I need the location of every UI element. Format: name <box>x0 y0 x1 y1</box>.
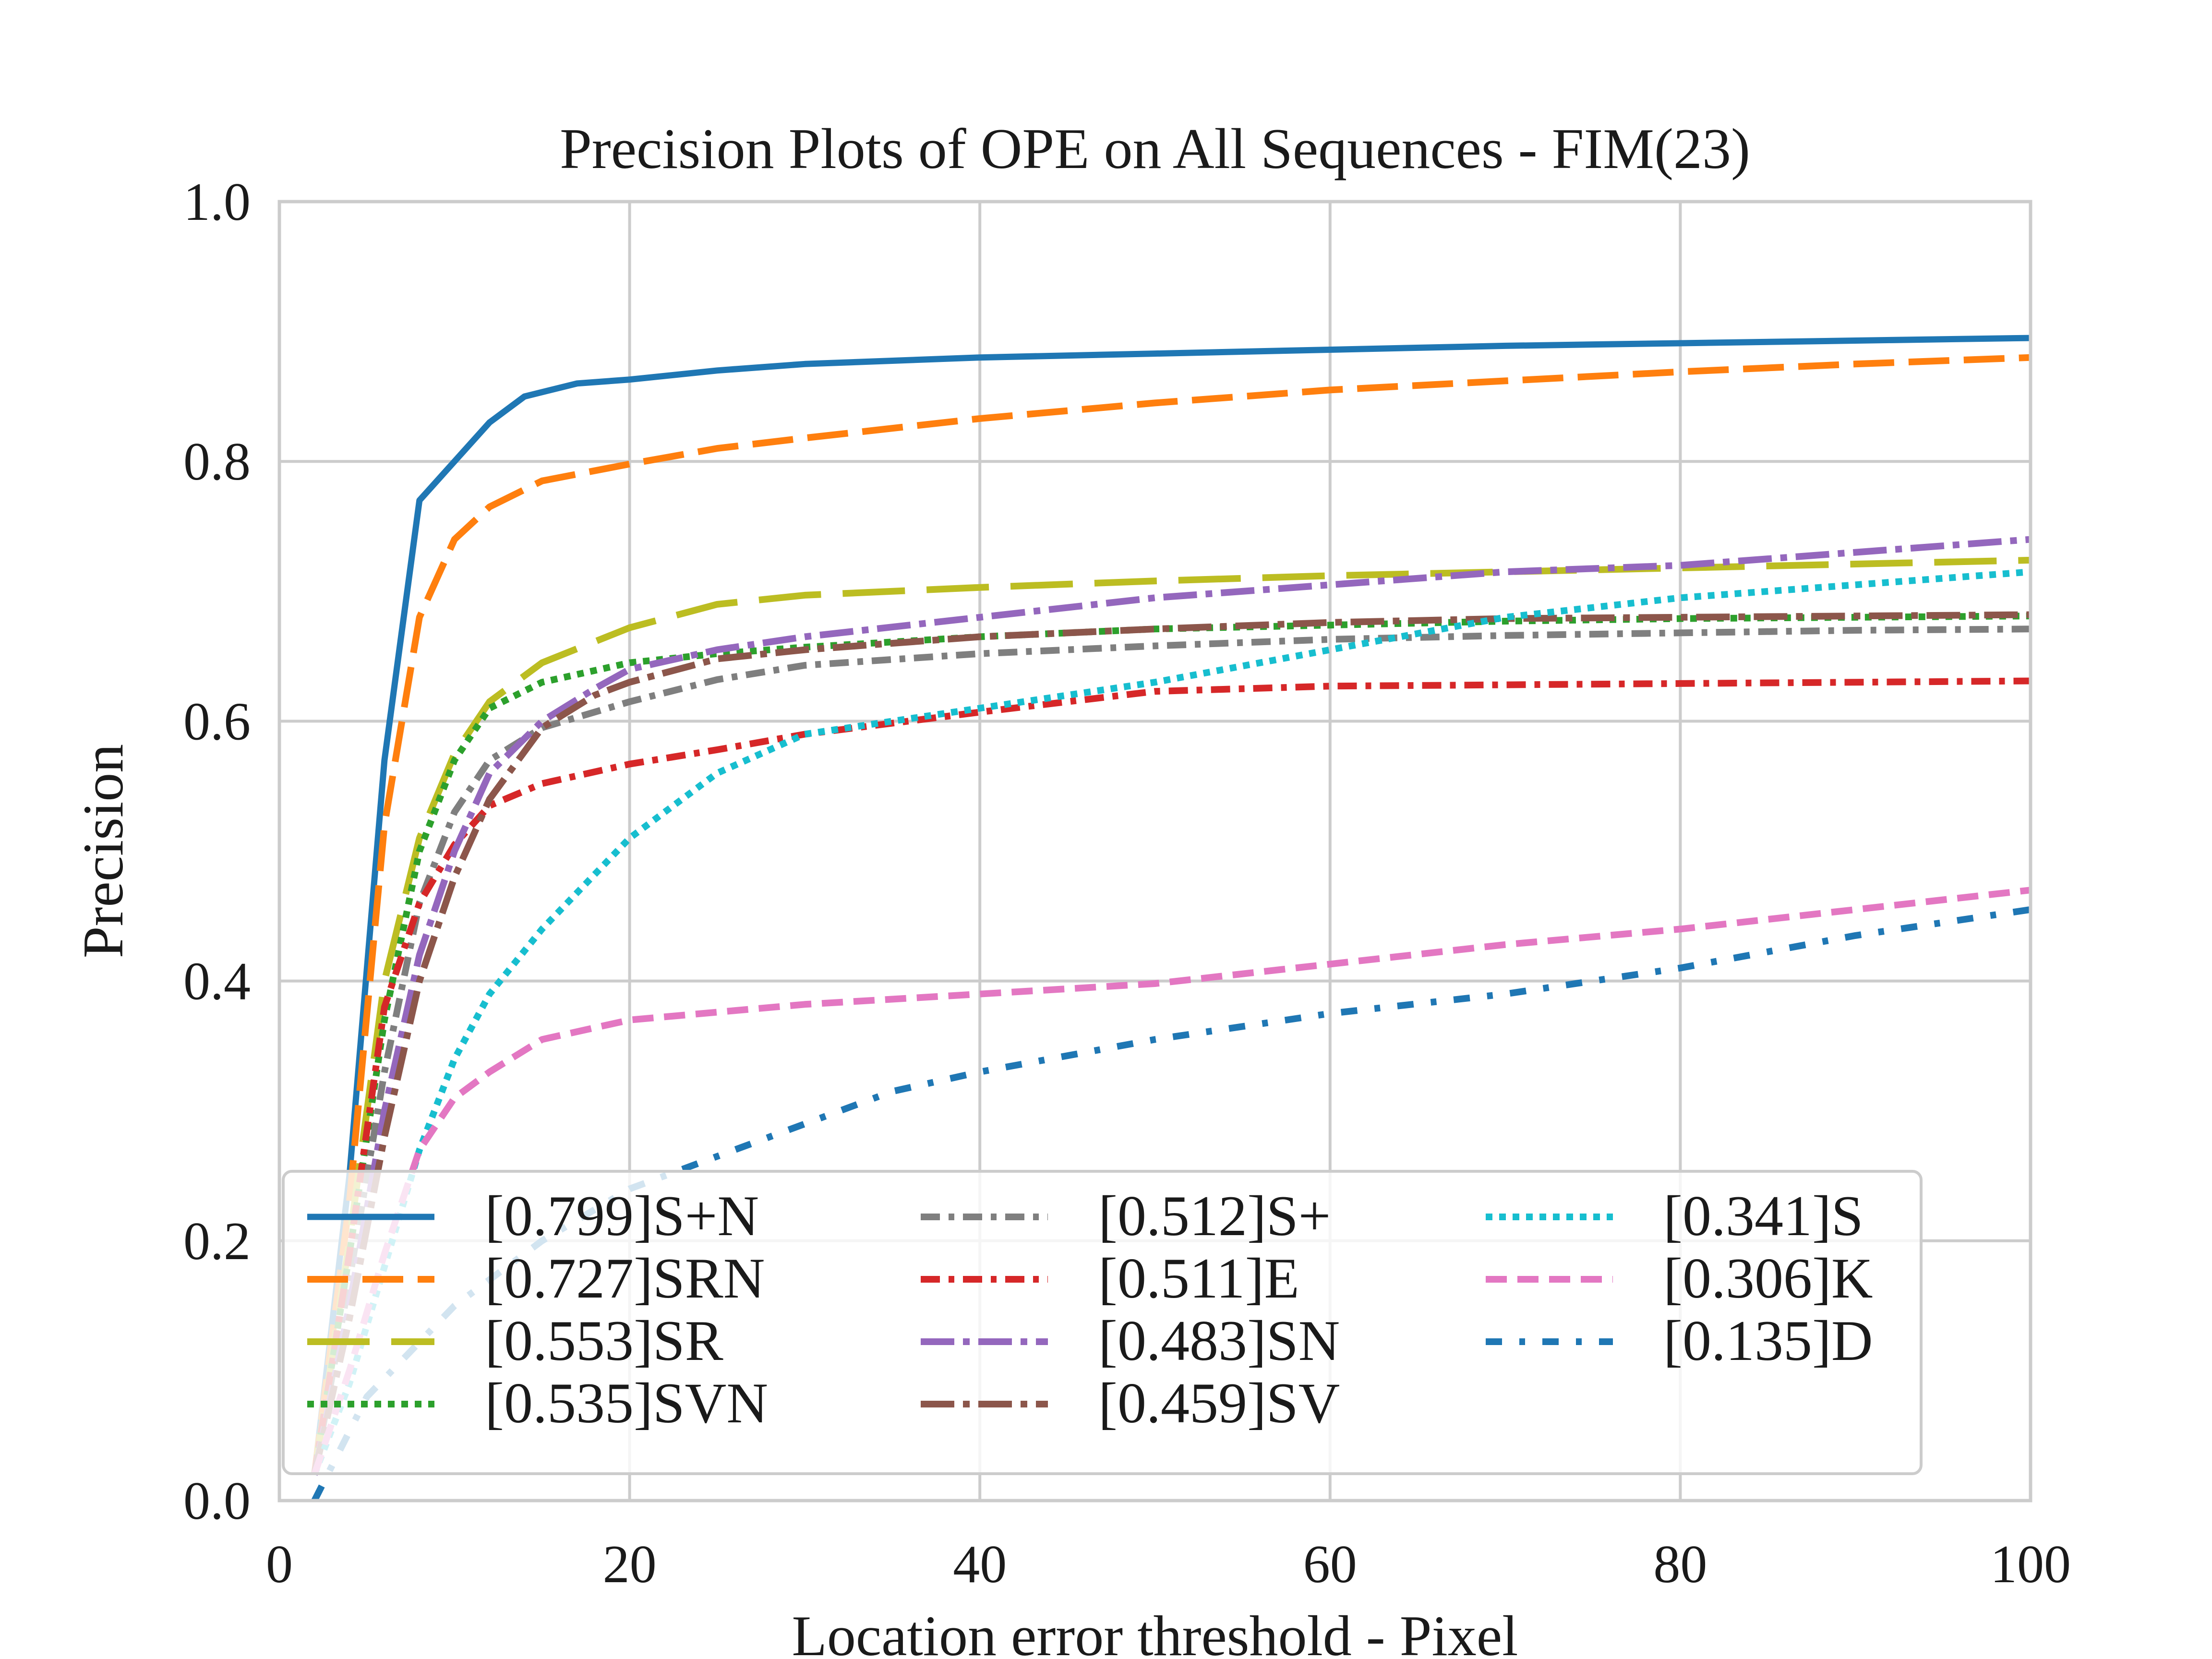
x-tick-label: 60 <box>1303 1535 1357 1594</box>
x-tick-label: 80 <box>1653 1535 1707 1594</box>
legend-label: [0.341]S <box>1663 1184 1863 1248</box>
series-line-6 <box>311 536 2031 1476</box>
legend-label: [0.727]SRN <box>485 1246 765 1310</box>
y-axis-label: Precision <box>71 744 135 959</box>
series-line-2 <box>311 556 2031 1475</box>
x-tick-label: 20 <box>603 1535 657 1594</box>
x-tick-label: 100 <box>1990 1535 2071 1594</box>
legend-label: [0.535]SVN <box>485 1371 768 1435</box>
series-line-1 <box>311 354 2031 1475</box>
y-tick-label: 1.0 <box>183 172 251 232</box>
y-tick-label: 0.6 <box>183 692 251 751</box>
legend-label: [0.799]S+N <box>485 1184 759 1248</box>
series-line-0 <box>311 335 2031 1475</box>
x-tick-label: 40 <box>953 1535 1007 1594</box>
legend-label: [0.306]K <box>1663 1246 1873 1310</box>
y-axis-ticks: 0.0 0.2 0.4 0.6 0.8 1.0 <box>183 172 251 1531</box>
y-tick-label: 0.8 <box>183 432 251 492</box>
legend-label: [0.483]SN <box>1098 1309 1340 1372</box>
series-line-5 <box>311 677 2031 1475</box>
legend-box <box>282 1170 1923 1475</box>
plot-frame <box>277 200 2032 1503</box>
x-axis-ticks: 0 20 40 60 80 100 <box>266 1535 2071 1594</box>
legend-label: [0.553]SR <box>485 1309 723 1372</box>
legend: [0.799]S+N[0.727]SRN[0.553]SR[0.535]SVN [… <box>282 1170 1923 1475</box>
y-tick-label: 0.4 <box>183 952 251 1011</box>
legend-label: [0.459]SV <box>1098 1371 1340 1435</box>
chart-title: Precision Plots of OPE on All Sequences … <box>560 117 1750 180</box>
series-line-7 <box>311 611 2031 1476</box>
x-tick-label: 0 <box>266 1535 293 1594</box>
y-tick-label: 0.2 <box>183 1212 251 1271</box>
series-line-4 <box>311 625 2031 1476</box>
legend-label: [0.511]E <box>1098 1246 1299 1310</box>
legend-label: [0.135]D <box>1663 1309 1873 1372</box>
y-tick-label: 0.0 <box>183 1471 251 1531</box>
legend-label: [0.512]S+ <box>1098 1184 1331 1248</box>
x-axis-label: Location error threshold - Pixel <box>792 1604 1518 1659</box>
